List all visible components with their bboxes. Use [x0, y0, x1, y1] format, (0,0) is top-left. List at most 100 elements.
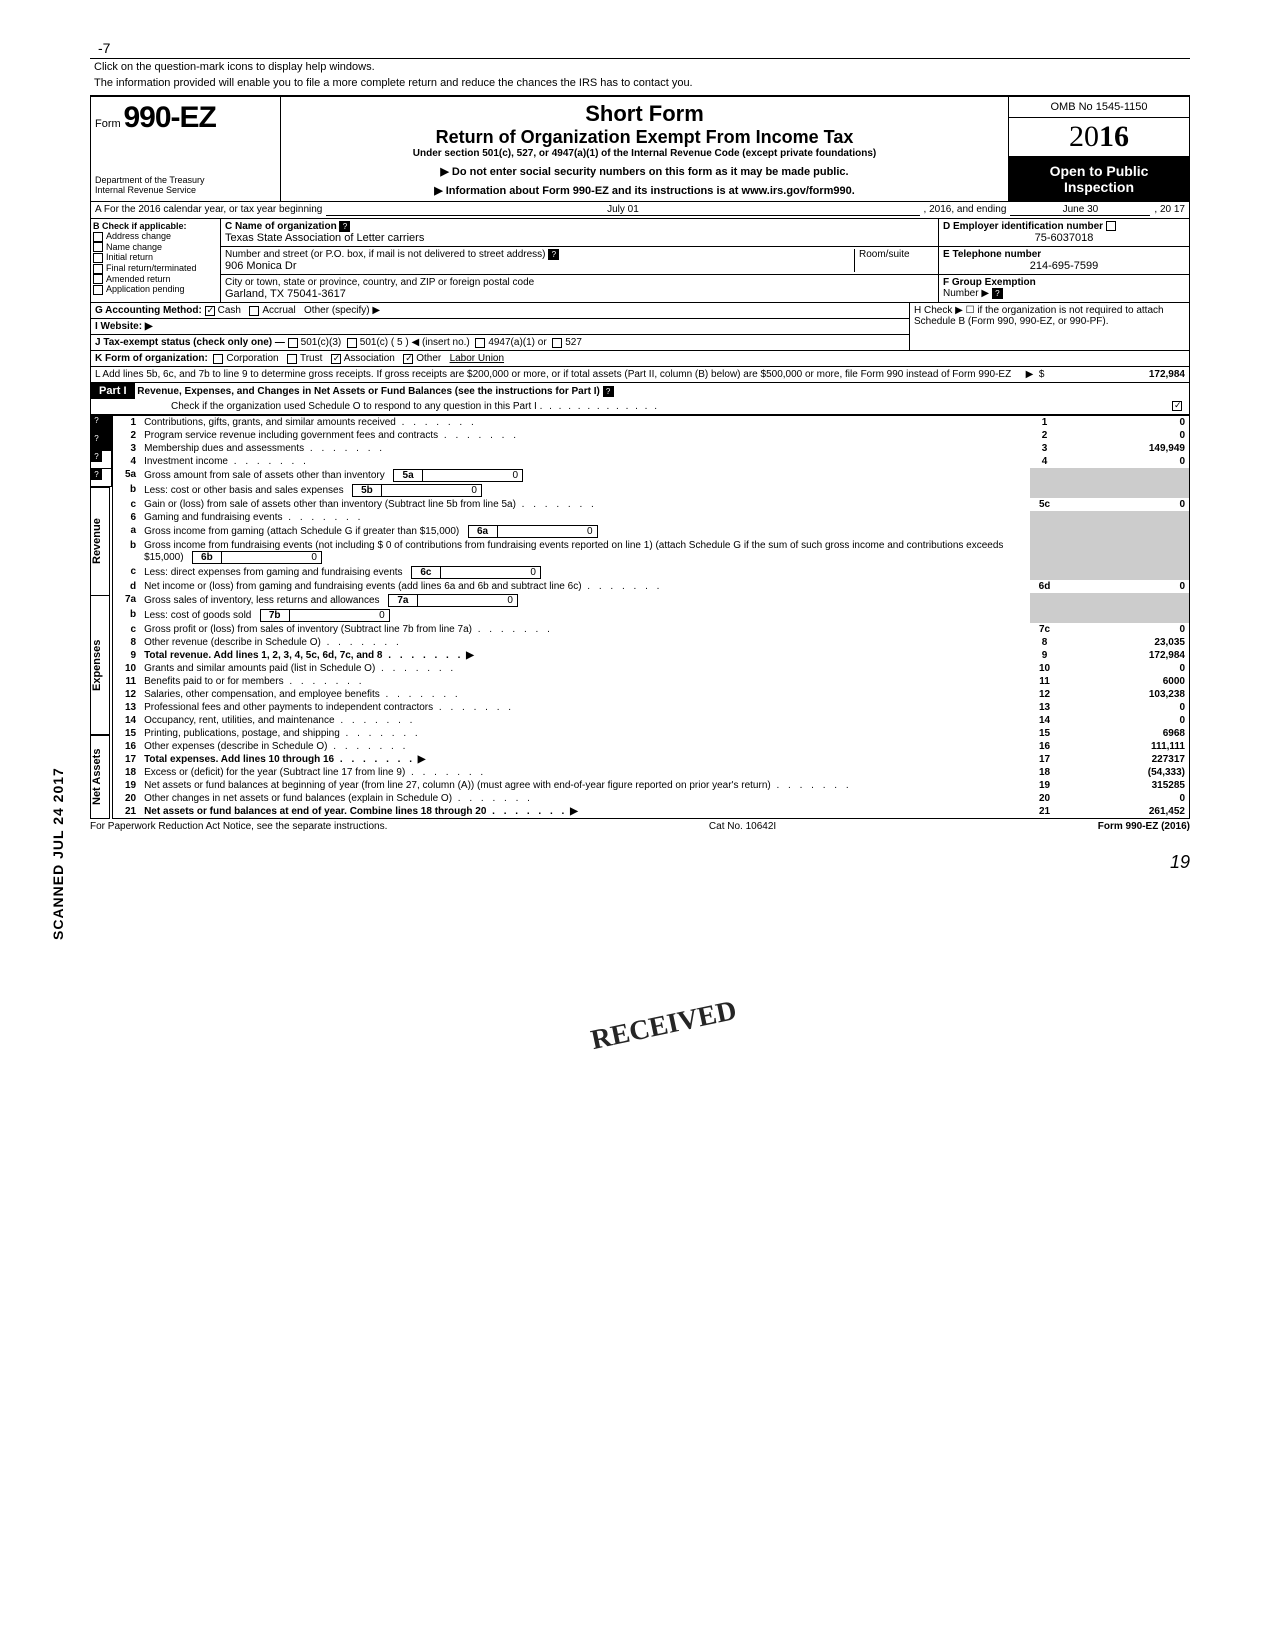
- line-row: 12Salaries, other compensation, and empl…: [112, 688, 1189, 701]
- line-box: 19: [1030, 779, 1060, 792]
- title-short: Short Form: [289, 101, 1000, 127]
- section-c: C Name of organization ? Texas State Ass…: [221, 219, 939, 302]
- line-row: 16Other expenses (describe in Schedule O…: [112, 740, 1189, 753]
- help-icon[interactable]: ?: [548, 249, 559, 260]
- line-box: 6d: [1030, 580, 1060, 593]
- chk-assoc[interactable]: [331, 354, 341, 364]
- line-row: bLess: cost or other basis and sales exp…: [112, 483, 1189, 498]
- row-k: K Form of organization: Corporation Trus…: [90, 351, 1190, 367]
- chk-527[interactable]: [552, 338, 562, 348]
- help-icon[interactable]: ?: [339, 221, 350, 232]
- chk-501c[interactable]: [347, 338, 357, 348]
- line-amount: [1060, 524, 1190, 539]
- line-number: 11: [112, 675, 140, 688]
- line-row: 4Investment income . . . . . . .40: [112, 455, 1189, 468]
- line-row: 1Contributions, gifts, grants, and simil…: [112, 416, 1189, 430]
- dept-irs: Internal Revenue Service: [95, 185, 276, 195]
- line-number: 12: [112, 688, 140, 701]
- chk-other-org[interactable]: [403, 354, 413, 364]
- org-address: 906 Monica Dr: [225, 260, 297, 272]
- phone-value: 214-695-7599: [943, 260, 1185, 272]
- line-row: 8Other revenue (describe in Schedule O) …: [112, 636, 1189, 649]
- chk-accrual[interactable]: [249, 306, 259, 316]
- line-description: Net assets or fund balances at end of ye…: [140, 805, 1029, 819]
- help-icon[interactable]: ?: [91, 433, 102, 444]
- line-box: [1030, 483, 1060, 498]
- hint-line-2: The information provided will enable you…: [94, 77, 1186, 89]
- line-amount: 103,238: [1060, 688, 1190, 701]
- section-b: B Check if applicable: Address change Na…: [91, 219, 221, 302]
- line-box: 4: [1030, 455, 1060, 468]
- line-amount: 261,452: [1060, 805, 1190, 819]
- line-row: 13Professional fees and other payments t…: [112, 701, 1189, 714]
- line-box: 20: [1030, 792, 1060, 805]
- dept-treasury: Department of the Treasury: [95, 175, 276, 185]
- help-icon[interactable]: ?: [91, 451, 102, 462]
- line-row: cLess: direct expenses from gaming and f…: [112, 565, 1189, 580]
- line-description: Contributions, gifts, grants, and simila…: [140, 416, 1029, 430]
- line-box: 10: [1030, 662, 1060, 675]
- line-box: 8: [1030, 636, 1060, 649]
- footer: For Paperwork Reduction Act Notice, see …: [90, 819, 1190, 832]
- line-box: [1030, 468, 1060, 483]
- chk-corp[interactable]: [213, 354, 223, 364]
- line-amount: [1060, 539, 1190, 565]
- help-icon[interactable]: ?: [992, 288, 1003, 299]
- line-amount: 0: [1060, 714, 1190, 727]
- line-row: 15Printing, publications, postage, and s…: [112, 727, 1189, 740]
- line-number: c: [112, 565, 140, 580]
- line-description: Gain or (loss) from sale of assets other…: [140, 498, 1029, 511]
- line-amount: 6000: [1060, 675, 1190, 688]
- line-number: a: [112, 524, 140, 539]
- line-box: 14: [1030, 714, 1060, 727]
- line-number: c: [112, 623, 140, 636]
- line-description: Salaries, other compensation, and employ…: [140, 688, 1029, 701]
- chk-amended-return[interactable]: [93, 274, 103, 284]
- line-number: 19: [112, 779, 140, 792]
- chk-address-change[interactable]: [93, 232, 103, 242]
- form-header: Form 990-EZ Department of the Treasury I…: [90, 96, 1190, 202]
- line-amount: 0: [1060, 416, 1190, 430]
- line-row: 5aGross amount from sale of assets other…: [112, 468, 1189, 483]
- line-description: Other revenue (describe in Schedule O) .…: [140, 636, 1029, 649]
- help-icon[interactable]: ?: [91, 469, 102, 480]
- chk-ein[interactable]: [1106, 221, 1116, 231]
- line-number: 3: [112, 442, 140, 455]
- line-row: 7aGross sales of inventory, less returns…: [112, 593, 1189, 608]
- row-l: L Add lines 5b, 6c, and 7b to line 9 to …: [90, 367, 1190, 383]
- line-row: dNet income or (loss) from gaming and fu…: [112, 580, 1189, 593]
- chk-cash[interactable]: [205, 306, 215, 316]
- chk-final-return[interactable]: [93, 264, 103, 274]
- side-netassets: Net Assets: [90, 735, 110, 819]
- received-stamp: RECEIVED: [588, 995, 739, 1057]
- help-icon[interactable]: ?: [91, 415, 102, 426]
- line-row: 19Net assets or fund balances at beginni…: [112, 779, 1189, 792]
- gross-receipts: 172,984: [1055, 369, 1185, 380]
- line-number: 21: [112, 805, 140, 819]
- line-box: [1030, 539, 1060, 565]
- lines-table: 1Contributions, gifts, grants, and simil…: [112, 415, 1190, 819]
- chk-trust[interactable]: [287, 354, 297, 364]
- title-return: Return of Organization Exempt From Incom…: [289, 127, 1000, 148]
- line-number: 5a: [112, 468, 140, 483]
- line-description: Less: cost of goods sold 7b0: [140, 608, 1029, 623]
- chk-initial-return[interactable]: [93, 253, 103, 263]
- chk-501c3[interactable]: [288, 338, 298, 348]
- line-description: Other expenses (describe in Schedule O) …: [140, 740, 1029, 753]
- arrow-2: ▶ Information about Form 990-EZ and its …: [289, 184, 1000, 197]
- line-amount: 111,111: [1060, 740, 1190, 753]
- line-description: Less: cost or other basis and sales expe…: [140, 483, 1029, 498]
- line-number: 4: [112, 455, 140, 468]
- line-description: Printing, publications, postage, and shi…: [140, 727, 1029, 740]
- chk-4947[interactable]: [475, 338, 485, 348]
- line-description: Gross amount from sale of assets other t…: [140, 468, 1029, 483]
- row-a-tax-year: A For the 2016 calendar year, or tax yea…: [90, 202, 1190, 219]
- chk-application-pending[interactable]: [93, 285, 103, 295]
- line-description: Occupancy, rent, utilities, and maintena…: [140, 714, 1029, 727]
- line-row: 14Occupancy, rent, utilities, and mainte…: [112, 714, 1189, 727]
- ein-value: 75-6037018: [943, 232, 1185, 244]
- help-icon[interactable]: ?: [603, 386, 614, 397]
- chk-name-change[interactable]: [93, 242, 103, 252]
- line-amount: [1060, 483, 1190, 498]
- chk-schedule-o[interactable]: [1172, 401, 1182, 411]
